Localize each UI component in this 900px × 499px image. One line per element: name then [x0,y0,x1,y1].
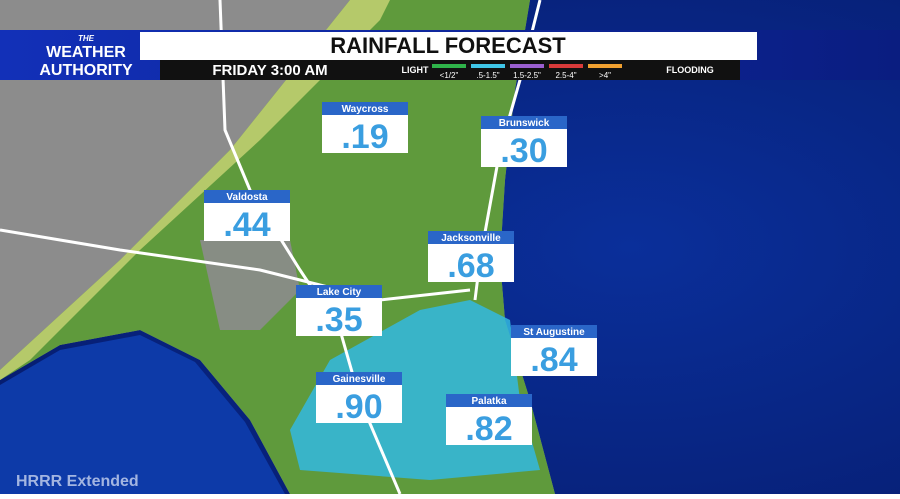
logo-line: AUTHORITY [39,62,133,79]
legend-label: .5-1.5" [476,71,499,80]
city-header [428,231,514,244]
city-amount: .90 [335,388,382,426]
legend-swatch [588,64,622,68]
legend-label: >4" [599,71,611,80]
city-header [446,394,532,407]
city-amount: .82 [465,410,512,448]
city-name: St Augustine [523,327,585,338]
legend-swatch [549,64,583,68]
title-box [140,32,757,60]
city-amount: .44 [223,206,270,244]
city-name: Jacksonville [441,233,501,244]
legend-start: LIGHT [402,65,429,75]
legend-end: FLOODING [666,65,714,75]
legend-label: 1.5-2.5" [513,71,541,80]
city-header [296,285,382,298]
rain-edge [0,0,390,380]
gulf [0,335,285,494]
legend-swatch [510,64,544,68]
city-header [204,190,290,203]
city-name: Lake City [317,287,362,298]
city-name: Valdosta [226,192,268,203]
city-header [481,116,567,129]
highway [0,228,471,302]
city-name: Palatka [471,396,506,407]
legend-label: 2.5-4" [555,71,576,80]
legend-label: <1/2" [440,71,459,80]
city-name: Waycross [342,104,389,115]
time: FRIDAY 3:00 AM [212,62,327,79]
city-amount: .30 [500,132,547,170]
city-amount: .19 [341,118,388,156]
legend-swatch [471,64,505,68]
city-amount: .84 [530,341,577,379]
city-name: Gainesville [333,374,386,385]
dry-patch [200,240,300,330]
legend-swatch [432,64,466,68]
city-amount: .68 [447,247,494,285]
city-name: Brunswick [499,118,550,129]
city-header [511,325,597,338]
logo-line: THE [78,34,95,43]
footer: HRRR Extended [16,473,139,490]
logo-line: WEATHER [46,44,126,61]
city-amount: .35 [315,301,362,339]
title: RAINFALL FORECAST [330,33,566,58]
city-header [322,102,408,115]
city-header [316,372,402,385]
